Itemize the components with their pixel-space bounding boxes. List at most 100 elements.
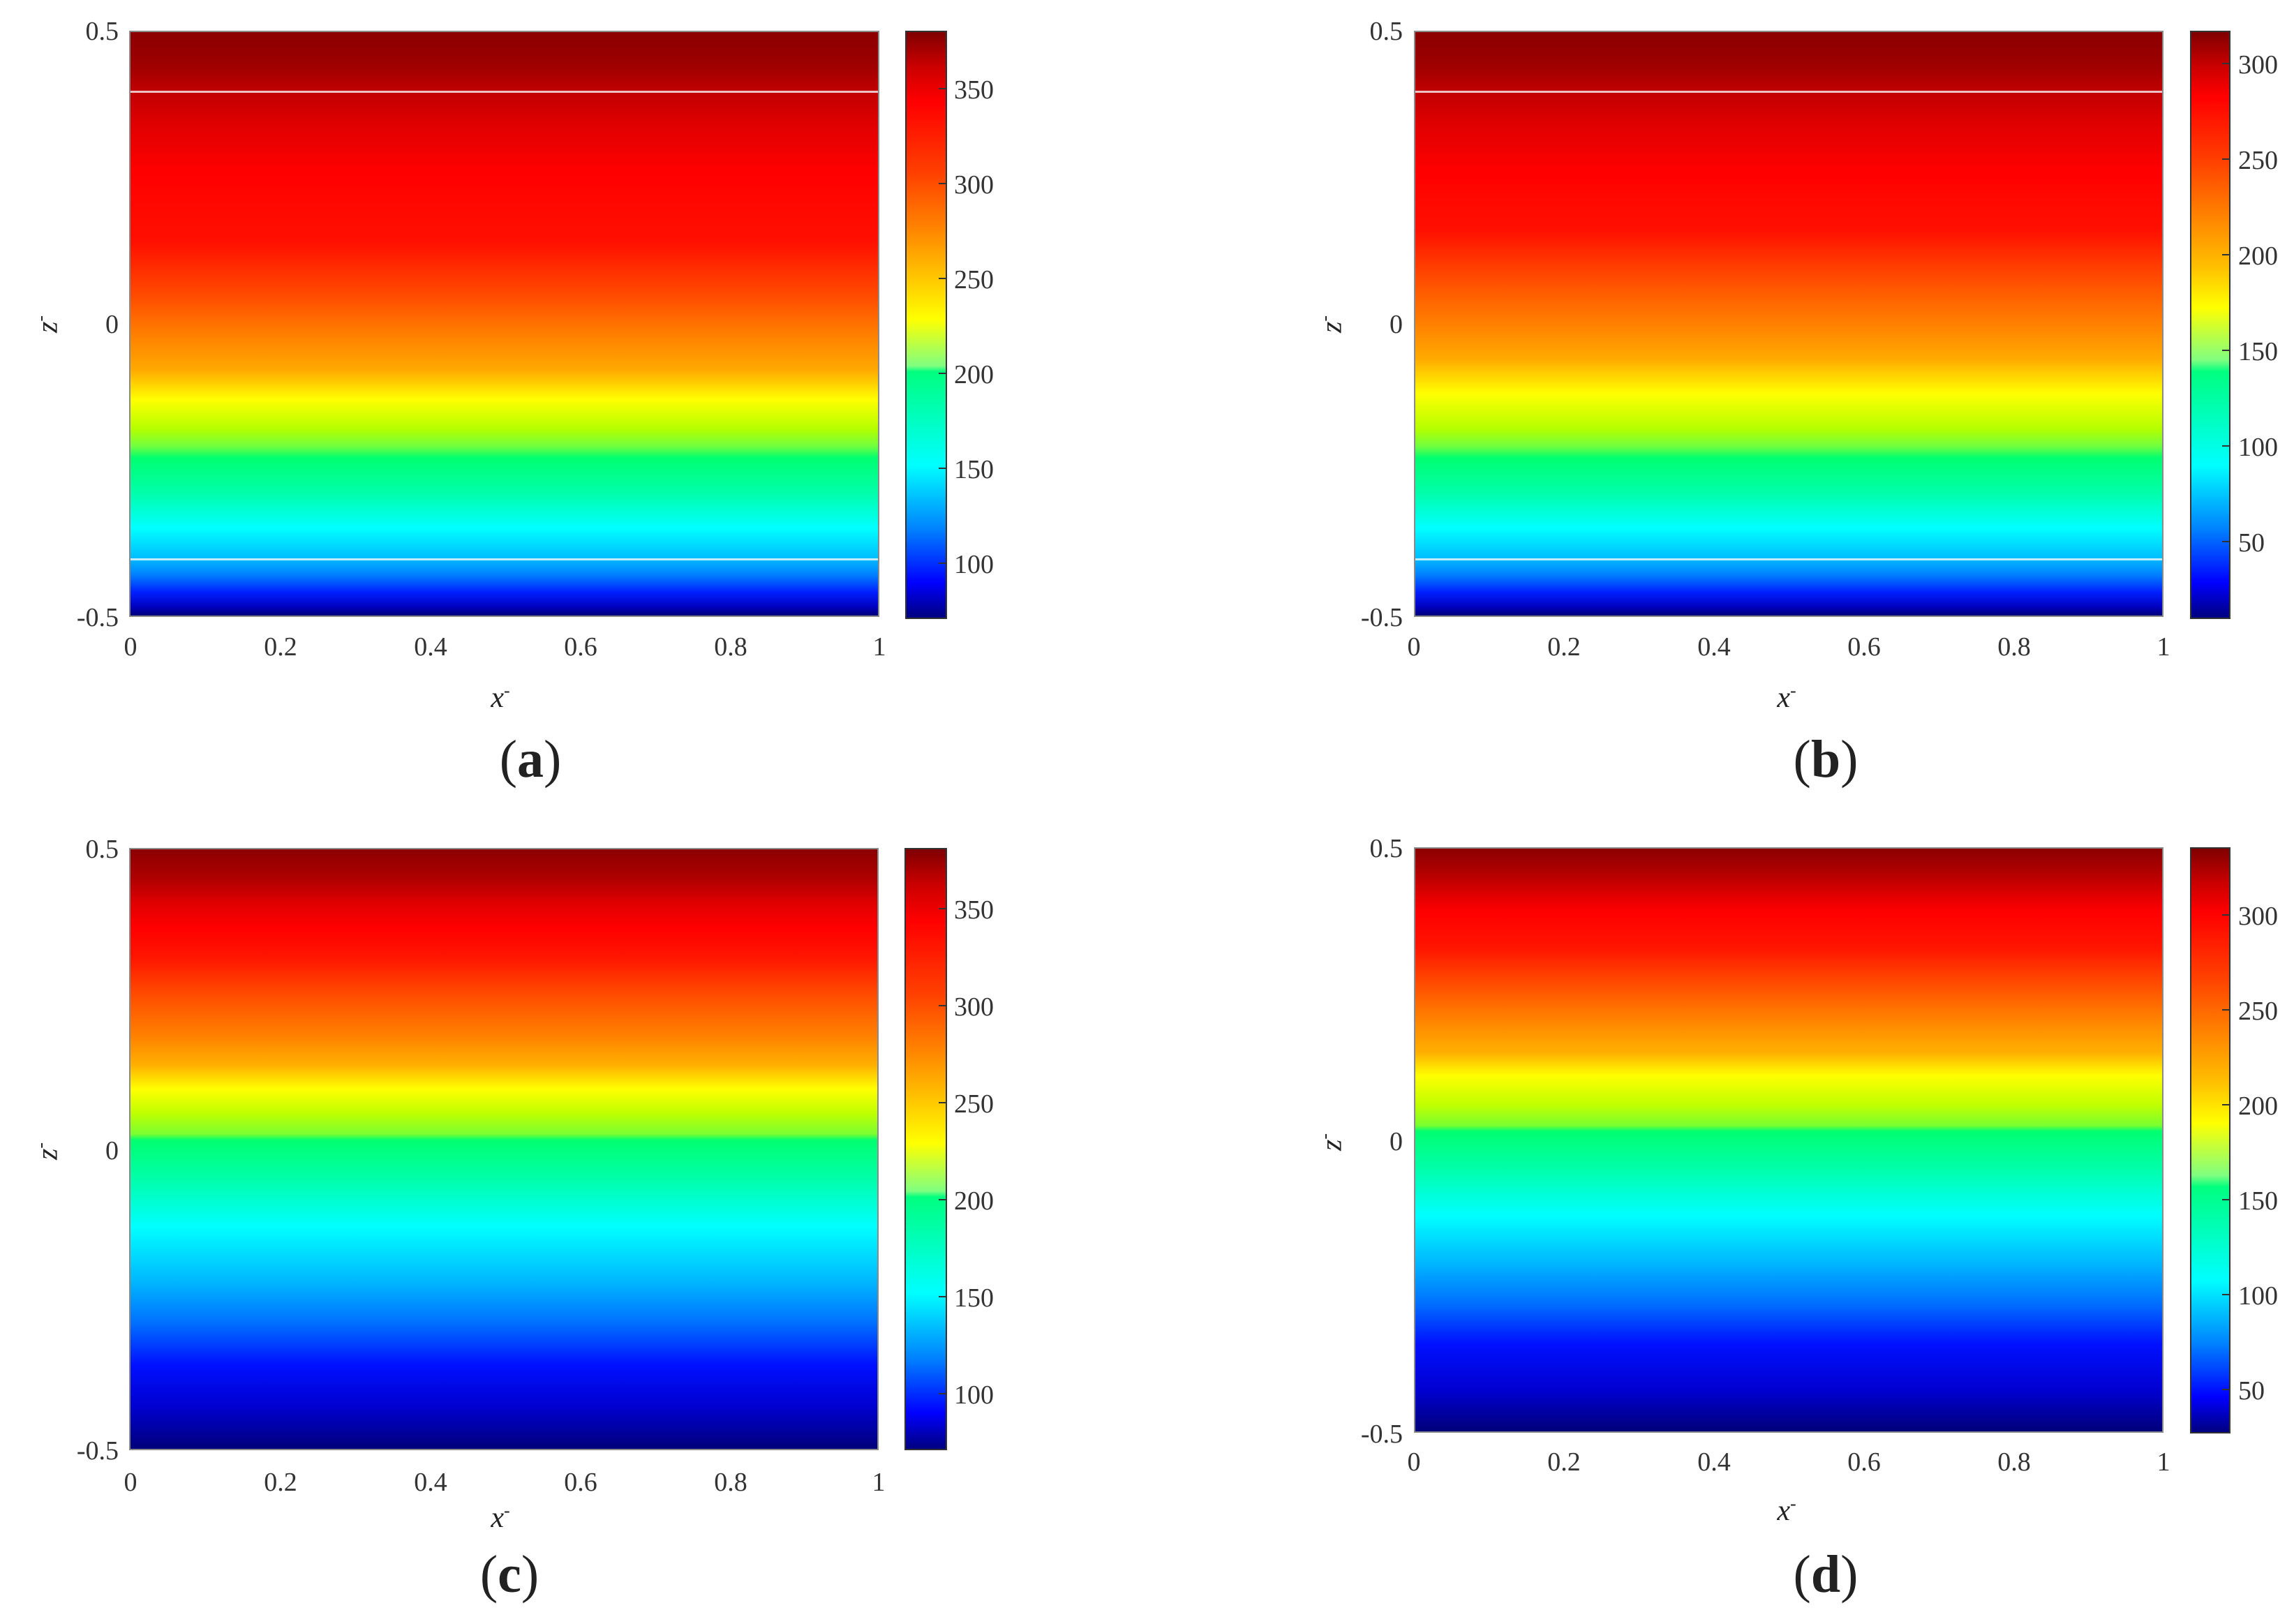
xtick-label: 0.8 bbox=[1997, 632, 2031, 662]
colorbar-tick-label: 100 bbox=[954, 550, 994, 579]
heatmap-plot-c bbox=[129, 848, 879, 1450]
heatmap-plot-a bbox=[129, 31, 879, 617]
colorbar-tick bbox=[2222, 541, 2229, 542]
interface-line-bottom bbox=[1415, 558, 2162, 560]
ytick-label: -0.5 bbox=[1360, 603, 1403, 632]
xtick-label: 1 bbox=[872, 1468, 886, 1497]
colorbar-tick bbox=[939, 88, 946, 89]
colorbar-tick-label: 300 bbox=[954, 992, 994, 1022]
xtick-label: 0 bbox=[124, 1468, 137, 1497]
xtick-label: 0.8 bbox=[714, 1468, 747, 1497]
heatmap-plot-d bbox=[1414, 847, 2163, 1433]
ytick-label: 0.5 bbox=[1369, 834, 1403, 863]
colorbar-tick bbox=[2222, 254, 2229, 255]
xtick-label: 0 bbox=[124, 632, 137, 662]
colorbar-c bbox=[904, 848, 947, 1450]
heatmap-plot-b bbox=[1414, 31, 2163, 617]
colorbar-tick bbox=[2222, 1199, 2229, 1200]
xtick-label: 0.4 bbox=[1697, 632, 1731, 662]
ytick-label: 0 bbox=[1390, 310, 1403, 339]
interface-line-bottom bbox=[131, 558, 878, 560]
x-axis-label: x- bbox=[491, 680, 510, 714]
ytick-label: 0 bbox=[1390, 1127, 1403, 1156]
colorbar-tick bbox=[2222, 445, 2229, 447]
colorbar-tick bbox=[939, 373, 946, 374]
x-axis-label: x- bbox=[1777, 680, 1796, 714]
xtick-label: 0 bbox=[1407, 1447, 1421, 1477]
xtick-label: 0.4 bbox=[1697, 1447, 1731, 1477]
interface-line-top bbox=[1415, 91, 2162, 93]
colorbar-tick bbox=[939, 908, 946, 909]
colorbar-tick-label: 300 bbox=[954, 170, 994, 200]
ytick-label: -0.5 bbox=[1360, 1420, 1403, 1449]
colorbar-tick bbox=[939, 1102, 946, 1103]
colorbar-tick-label: 150 bbox=[2238, 1186, 2278, 1216]
interface-line-top bbox=[131, 91, 878, 93]
colorbar-b bbox=[2190, 31, 2230, 619]
ytick-label: 0.5 bbox=[85, 17, 119, 46]
colorbar-a bbox=[905, 31, 947, 619]
colorbar-tick-label: 50 bbox=[2238, 528, 2265, 558]
ytick-label: 0.5 bbox=[1369, 17, 1403, 46]
xtick-label: 0.6 bbox=[1847, 632, 1881, 662]
panel-caption-d: (d) bbox=[1793, 1545, 1859, 1604]
colorbar-tick bbox=[2222, 1104, 2229, 1105]
xtick-label: 0.2 bbox=[1547, 1447, 1581, 1477]
xtick-label: 0.2 bbox=[264, 1468, 297, 1497]
colorbar-tick bbox=[2222, 1389, 2229, 1390]
ytick-label: -0.5 bbox=[76, 1436, 119, 1466]
colorbar-tick-label: 200 bbox=[2238, 1092, 2278, 1121]
colorbar-tick bbox=[2222, 350, 2229, 351]
colorbar-tick-label: 150 bbox=[954, 1283, 994, 1313]
colorbar-tick bbox=[939, 1005, 946, 1006]
colorbar-tick bbox=[2222, 158, 2229, 160]
xtick-label: 1 bbox=[2157, 1447, 2170, 1477]
panel-caption-a: (a) bbox=[499, 730, 562, 789]
xtick-label: 0.8 bbox=[1997, 1447, 2031, 1477]
colorbar-d bbox=[2190, 847, 2230, 1433]
y-axis-label: z- bbox=[1314, 1133, 1348, 1152]
colorbar-tick-label: 100 bbox=[2238, 433, 2278, 462]
x-axis-label: x- bbox=[1777, 1493, 1796, 1527]
colorbar-tick-label: 100 bbox=[2238, 1281, 2278, 1311]
colorbar-tick bbox=[939, 1199, 946, 1200]
xtick-label: 0.2 bbox=[264, 632, 297, 662]
colorbar-tick bbox=[2222, 1294, 2229, 1295]
colorbar-tick bbox=[939, 1296, 946, 1297]
xtick-label: 1 bbox=[2157, 632, 2170, 662]
y-axis-label: z- bbox=[30, 315, 64, 334]
colorbar-tick bbox=[2222, 63, 2229, 64]
xtick-label: 0.6 bbox=[564, 632, 597, 662]
colorbar-tick-label: 250 bbox=[954, 1089, 994, 1119]
xtick-label: 0.4 bbox=[414, 632, 447, 662]
colorbar-tick-label: 300 bbox=[2238, 902, 2278, 931]
ytick-label: 0 bbox=[105, 310, 119, 339]
colorbar-tick bbox=[939, 1393, 946, 1394]
colorbar-tick-label: 250 bbox=[2238, 146, 2278, 175]
colorbar-tick-label: 200 bbox=[2238, 241, 2278, 271]
xtick-label: 0.8 bbox=[714, 632, 747, 662]
colorbar-tick-label: 200 bbox=[954, 1186, 994, 1216]
colorbar-tick-label: 200 bbox=[954, 360, 994, 389]
y-axis-label: z- bbox=[1314, 315, 1348, 334]
colorbar-tick-label: 350 bbox=[954, 895, 994, 925]
colorbar-tick bbox=[2222, 914, 2229, 916]
ytick-label: 0.5 bbox=[85, 835, 119, 864]
ytick-label: 0 bbox=[105, 1136, 119, 1165]
colorbar-tick-label: 100 bbox=[954, 1380, 994, 1410]
colorbar-tick-label: 150 bbox=[954, 455, 994, 484]
colorbar-tick-label: 350 bbox=[954, 75, 994, 105]
xtick-label: 0 bbox=[1407, 632, 1421, 662]
colorbar-tick-label: 50 bbox=[2238, 1376, 2265, 1406]
ytick-label: -0.5 bbox=[76, 603, 119, 632]
colorbar-tick bbox=[939, 278, 946, 279]
colorbar-tick bbox=[939, 468, 946, 469]
colorbar-tick bbox=[939, 183, 946, 184]
colorbar-tick-label: 250 bbox=[2238, 997, 2278, 1026]
xtick-label: 0.6 bbox=[1847, 1447, 1881, 1477]
panel-caption-c: (c) bbox=[479, 1545, 539, 1604]
xtick-label: 0.6 bbox=[564, 1468, 597, 1497]
xtick-label: 1 bbox=[872, 632, 886, 662]
colorbar-tick bbox=[939, 563, 946, 564]
panel-caption-b: (b) bbox=[1793, 730, 1859, 789]
